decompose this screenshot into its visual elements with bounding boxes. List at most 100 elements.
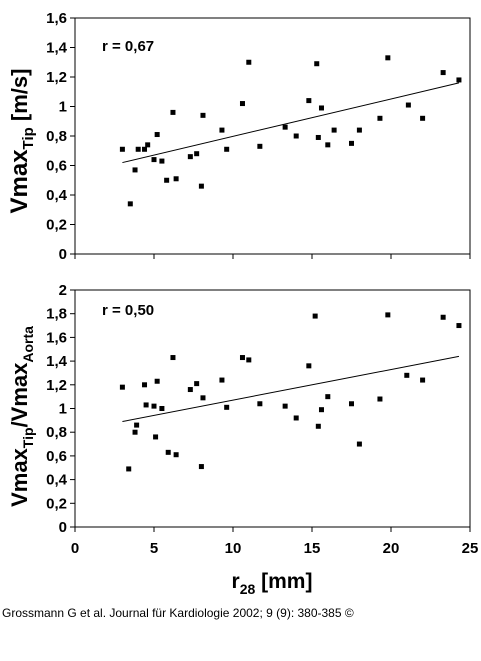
data-point [314,61,320,67]
data-point [282,403,288,409]
y-tick-label: 1 [59,99,67,116]
correlation-label: r = 0,67 [102,38,154,55]
data-point [420,377,426,383]
data-point [173,452,179,458]
data-point [119,384,125,390]
data-point [282,124,288,130]
bottom-scatter-panel: 00,20,40,60,811,21,41,61,820 5 10 15 20 25r28… [7,282,478,597]
trend-line [122,82,460,164]
data-point [349,401,354,407]
data-point [306,363,312,369]
data-point [187,387,193,393]
y-tick-label: 1,2 [46,377,67,394]
data-point [257,143,263,149]
data-point [126,466,132,472]
data-point [194,381,200,387]
data-point [325,394,331,400]
data-point [154,132,160,138]
data-point [318,407,324,413]
data-point [200,112,206,118]
data-point [440,70,446,76]
data-point [404,372,410,378]
trend-line [122,355,460,423]
y-tick-label: 1,2 [46,69,67,86]
data-point [306,98,312,104]
data-point [151,403,157,409]
data-point [153,434,159,440]
data-point [377,115,383,121]
data-point [349,140,354,146]
x-tick-label: 15 [304,540,321,557]
data-point [134,422,140,428]
x-tick-label: 5 [150,540,158,557]
data-point [219,127,225,133]
y-tick-label: 0,4 [46,187,68,204]
data-point [198,464,204,470]
data-point [312,313,318,319]
data-point [246,59,252,65]
data-point [154,378,160,384]
correlation-label: r = 0,50 [102,302,154,319]
y-tick-label: 0,2 [46,217,67,234]
data-point [331,127,337,133]
x-tick-label: 25 [462,540,479,557]
data-point [293,133,299,139]
data-point [142,382,148,388]
data-point [135,146,141,152]
data-point [159,158,165,164]
y-tick-label: 0,2 [46,495,67,512]
data-point [356,441,362,447]
data-point [170,355,176,361]
data-point [420,115,426,121]
y-tick-label: 1,6 [46,329,67,346]
data-point [145,142,151,148]
data-point [318,105,324,111]
data-point [456,323,462,329]
top-scatter-panel: 0 0,2 0,4 0,6 0,8 1 1,2 1,4 1,6 VmaxTip [m/s] r = … [6,10,471,263]
figure-caption: Grossmann G et al. Journal für Kardiolog… [2,606,354,620]
y-tick-label: 0,6 [46,448,67,465]
y-axis-label: VmaxTip/VmaxAorta [7,326,36,507]
x-axis-label: r28 [mm] [232,570,313,597]
y-axis-label: VmaxTip [m/s] [6,69,37,214]
x-tick-label: 10 [225,540,242,557]
y-tick-label: 0,8 [46,128,67,145]
data-point [173,176,179,182]
y-tick-label: 0,4 [46,472,68,489]
data-point [132,429,138,435]
data-point [165,449,171,455]
data-point [170,109,176,115]
x-tick-label: 0 [71,540,79,557]
y-tick-label: 0 [59,519,67,536]
y-tick-label: 1,6 [46,10,67,27]
data-point [224,404,230,410]
data-point [164,177,170,183]
data-point [246,357,252,363]
data-point [142,146,148,152]
data-point [143,402,149,408]
data-point [315,134,321,140]
data-point [200,395,206,401]
data-point [405,102,411,108]
y-tick-label: 0,6 [46,158,67,175]
data-point [194,151,200,157]
data-point [456,77,462,83]
data-point [440,314,446,320]
y-tick-label: 0 [59,246,67,263]
data-point [159,406,165,411]
data-point [219,377,225,383]
y-tick-label: 2 [59,282,67,299]
data-point [293,415,299,421]
data-point [239,101,245,107]
y-tick-label: 0,8 [46,424,67,441]
data-point [239,355,245,361]
data-point [315,423,321,429]
y-tick-label: 1,4 [46,353,68,370]
data-point [224,146,230,152]
y-tick-label: 1 [59,401,67,418]
y-tick-label: 1,4 [46,40,68,57]
data-point [198,183,204,189]
data-point [257,401,263,407]
data-point [187,154,193,160]
y-tick-label: 1,8 [46,306,67,323]
